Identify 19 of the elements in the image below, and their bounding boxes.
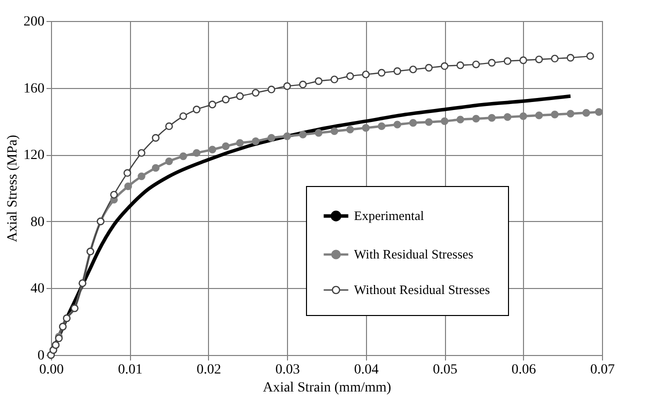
legend-label: Experimental xyxy=(354,208,424,223)
x-tick-label: 0.07 xyxy=(590,362,615,378)
y-tick-label: 0 xyxy=(38,348,44,364)
legend-label: With Residual Stresses xyxy=(354,246,474,262)
y-tick-label: 200 xyxy=(24,14,44,30)
x-tick-label: 0.00 xyxy=(39,362,64,378)
x-axis-title: Axial Strain (mm/mm) xyxy=(262,380,392,396)
x-tick-label: 0.01 xyxy=(118,362,142,378)
y-tick-label: 80 xyxy=(30,214,44,230)
x-tick-label: 0.04 xyxy=(354,362,379,378)
x-tick-label: 0.03 xyxy=(275,362,300,378)
y-tick-label: 160 xyxy=(24,81,44,96)
y-tick-label: 40 xyxy=(30,282,44,297)
x-tick-label: 0.02 xyxy=(196,362,222,378)
x-tick-label: 0.05 xyxy=(432,362,458,378)
y-tick-label: 120 xyxy=(24,148,44,164)
y-axis-title: Axial Stress (MPa) xyxy=(6,134,20,242)
legend-label: Without Residual Stresses xyxy=(354,282,490,297)
x-tick-label: 0.06 xyxy=(512,362,536,378)
